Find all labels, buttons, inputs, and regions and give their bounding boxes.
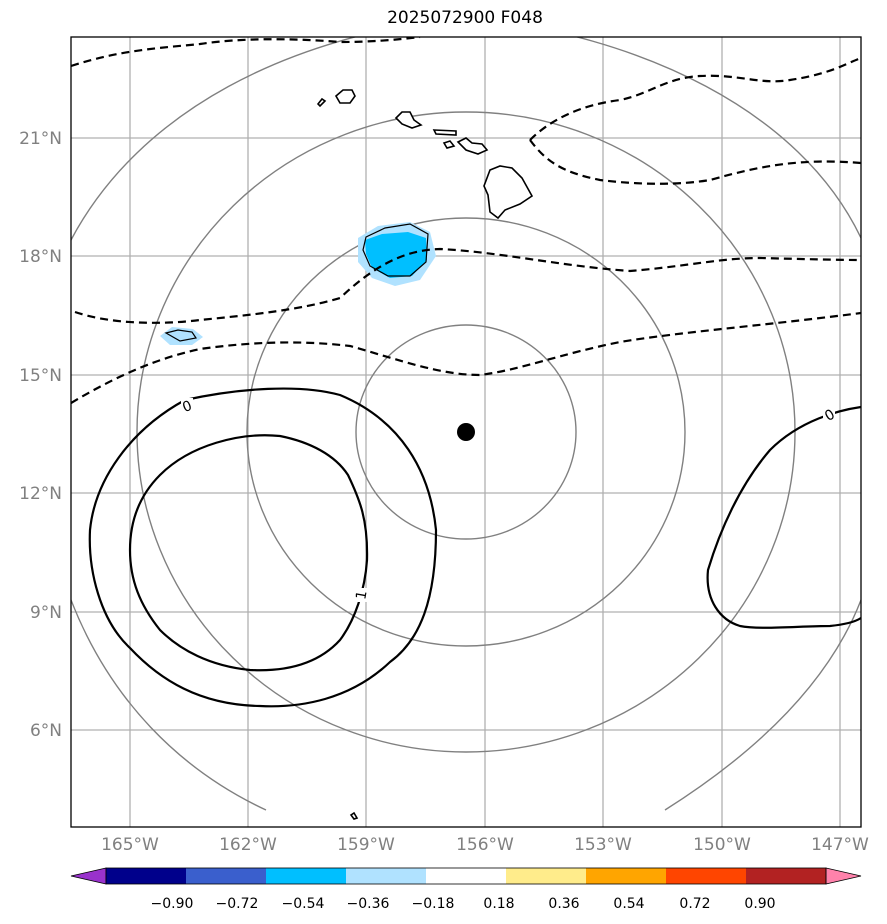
contour-labels: 0 1 0 (180, 398, 838, 602)
shaded-anomaly-patches (160, 222, 436, 345)
colorbar-tick-label: −0.90 (151, 896, 194, 912)
lat-tick-label: 6°N (30, 721, 62, 741)
colorbar-tick-label: 0.36 (548, 896, 579, 912)
lon-tick-label: 156°W (456, 835, 514, 855)
lon-tick-label: 150°W (693, 835, 751, 855)
contour-label-inner: 1 (353, 589, 370, 601)
colorbar-tick-label: −0.36 (347, 896, 390, 912)
solid-contour-east (706, 405, 861, 629)
lat-tick-label: 15°N (19, 366, 62, 386)
storm-center-marker (457, 423, 475, 441)
island-islet-small (164, 329, 198, 342)
colorbar-outline (105, 867, 827, 885)
island-kauai (334, 89, 356, 104)
island-hawaii (483, 165, 534, 220)
lat-tick-label: 18°N (19, 247, 62, 267)
coastlines (164, 89, 534, 820)
map-frame (70, 36, 862, 828)
lon-tick-label: 153°W (574, 835, 632, 855)
solid-contours (88, 387, 861, 708)
island-patch-outline (362, 223, 429, 277)
colorbar-segment (586, 868, 667, 884)
island-oahu (394, 111, 423, 129)
colorbar-tick-label: 0.54 (613, 896, 644, 912)
island-dot-south (349, 811, 359, 820)
lat-tick-label: 21°N (19, 129, 62, 149)
colorbar-extend-high (825, 867, 862, 885)
colorbar-tick-label: 0.90 (744, 896, 775, 912)
dashed-contours (71, 37, 861, 404)
island-maui (456, 137, 489, 155)
colorbar-tick-label: −0.54 (282, 896, 325, 912)
lat-tick-label: 9°N (30, 603, 62, 623)
dashed-contour-ne-lower (529, 139, 861, 185)
colorbar-segment (186, 868, 267, 884)
lat-tick-labels: 21°N 18°N 15°N 12°N 9°N 6°N (19, 129, 62, 741)
lat-tick-label: 12°N (19, 484, 62, 504)
range-ring-3 (136, 111, 796, 753)
map-panel: 0 1 0 (71, 37, 861, 827)
map-title: 2025072900 F048 (387, 8, 543, 28)
anomaly-patch-small (160, 327, 203, 345)
colorbar-segment (506, 868, 587, 884)
colorbar (70, 867, 862, 885)
lon-tick-label: 162°W (219, 835, 277, 855)
range-ring-4 (71, 37, 861, 811)
lon-tick-label: 165°W (101, 835, 159, 855)
colorbar-segment (746, 868, 827, 884)
colorbar-tick-label: −0.18 (412, 896, 455, 912)
range-ring-2 (246, 217, 686, 647)
dashed-contour-top (71, 37, 421, 68)
lon-tick-label: 159°W (337, 835, 395, 855)
range-rings (71, 37, 861, 811)
colorbar-tick-label: −0.72 (216, 896, 259, 912)
colorbar-segment (266, 868, 347, 884)
dashed-contour-mid (74, 247, 861, 324)
lon-tick-labels: 165°W 162°W 159°W 156°W 153°W 150°W 147°… (101, 835, 869, 855)
dashed-contour-ne (529, 56, 861, 141)
island-lanai (442, 140, 456, 149)
solid-contour-outer (88, 387, 438, 708)
colorbar-segment (346, 868, 427, 884)
colorbar-segment (106, 868, 187, 884)
solid-contour-inner (128, 434, 369, 672)
colorbar-segment (426, 868, 507, 884)
colorbar-tick-labels: −0.90 −0.72 −0.54 −0.36 −0.18 0.18 0.36 … (151, 896, 776, 912)
lon-tick-label: 147°W (811, 835, 869, 855)
island-molokai (432, 129, 457, 136)
island-niihau (316, 97, 327, 108)
colorbar-segment (666, 868, 747, 884)
colorbar-tick-label: 0.72 (679, 896, 710, 912)
dashed-contour-south (71, 311, 861, 404)
colorbar-tick-label: 0.18 (483, 896, 514, 912)
range-ring-1 (355, 324, 577, 540)
colorbar-extend-low (70, 867, 107, 885)
